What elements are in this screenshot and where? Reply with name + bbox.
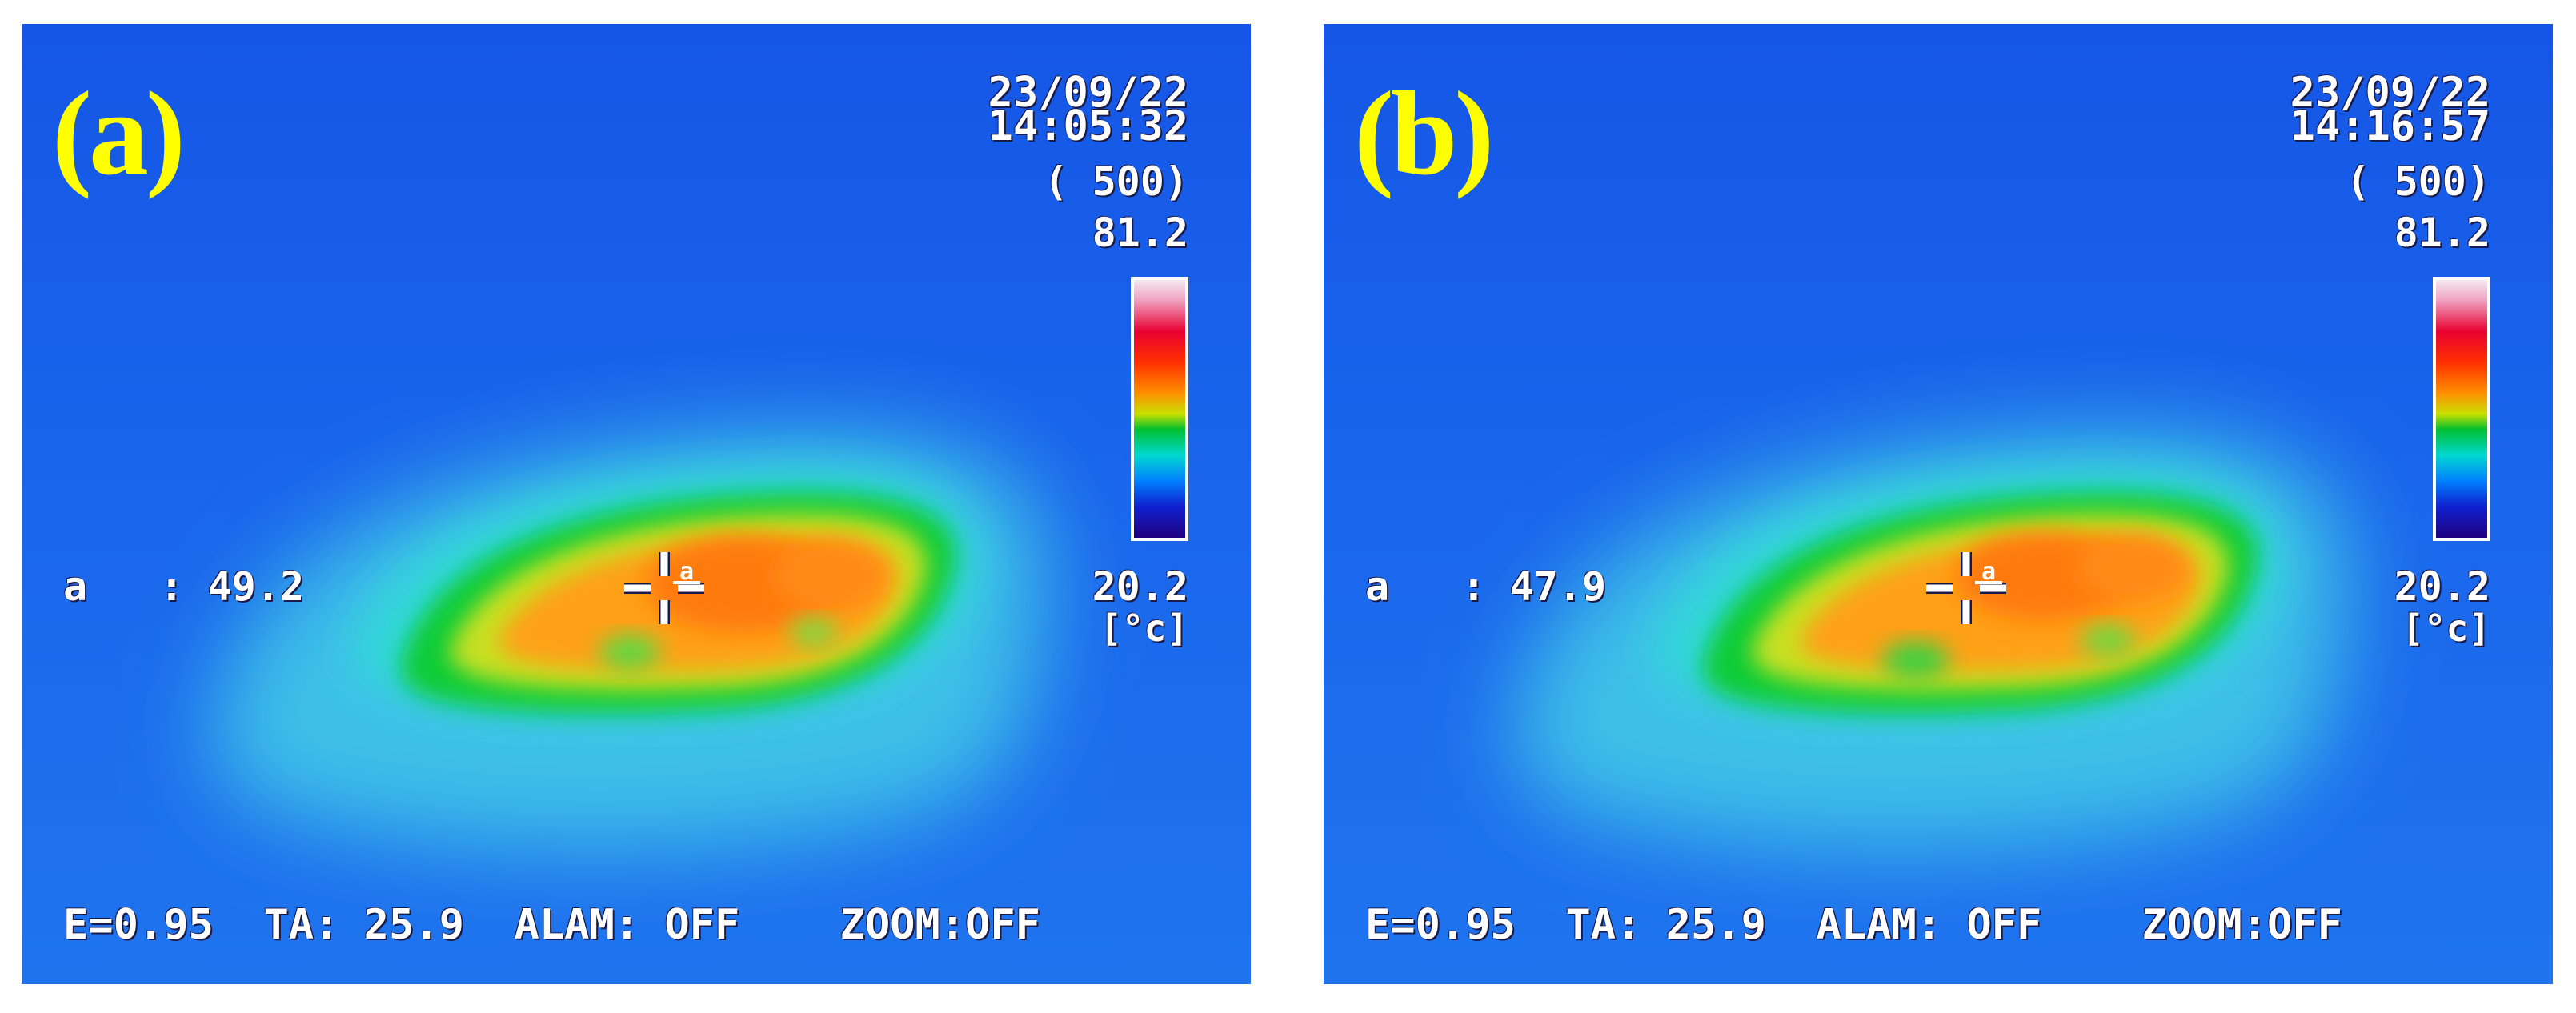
time-readout: 14:05:32 — [988, 102, 1188, 150]
thermal-heatmap-a — [22, 24, 1251, 984]
cursor-label: a — [679, 558, 694, 586]
panel-label: (a) — [52, 67, 186, 200]
scale-min-value: 20.2 — [2394, 563, 2490, 610]
spot-separator: : — [159, 563, 184, 610]
scale-max-value: 81.2 — [2394, 210, 2490, 256]
spot-label: a — [63, 563, 88, 610]
cursor-label: a — [1981, 558, 1996, 586]
thermal-heatmap-b — [1324, 24, 2553, 984]
color-scale-bar — [1131, 277, 1188, 541]
crosshair-icon: a — [624, 552, 704, 624]
spot-readout: a : 47.9 — [1365, 567, 1606, 607]
date-readout: 23/09/22 — [2290, 69, 2490, 117]
thermal-image-b: (b) 23/09/22 14:16:57 ( 500) 81.2 20.2 [… — [1324, 24, 2553, 984]
spot-separator: : — [1461, 563, 1486, 610]
spot-value: 49.2 — [207, 563, 305, 610]
range-readout: ( 500) — [1044, 158, 1188, 205]
temperature-unit: [°c] — [1100, 607, 1188, 650]
scale-max-value: 81.2 — [1092, 210, 1188, 256]
scale-min-value: 20.2 — [1092, 563, 1188, 610]
spot-label: a — [1365, 563, 1390, 610]
color-scale-bar — [2433, 277, 2490, 541]
spot-value: 47.9 — [1509, 563, 1607, 610]
time-readout: 14:16:57 — [2290, 102, 2490, 150]
temperature-unit: [°c] — [2402, 607, 2490, 650]
status-bar: E=0.95 TA: 25.9 ALAM: OFF ZOOM:OFF — [63, 901, 1040, 949]
panel-label: (b) — [1354, 67, 1494, 200]
thermal-image-a: (a) 23/09/22 14:05:32 ( 500) 81.2 20.2 [… — [22, 24, 1251, 984]
range-readout: ( 500) — [2346, 158, 2490, 205]
spot-readout: a : 49.2 — [63, 567, 304, 607]
status-bar: E=0.95 TA: 25.9 ALAM: OFF ZOOM:OFF — [1365, 901, 2342, 949]
date-readout: 23/09/22 — [988, 69, 1188, 117]
crosshair-icon: a — [1926, 552, 2006, 624]
